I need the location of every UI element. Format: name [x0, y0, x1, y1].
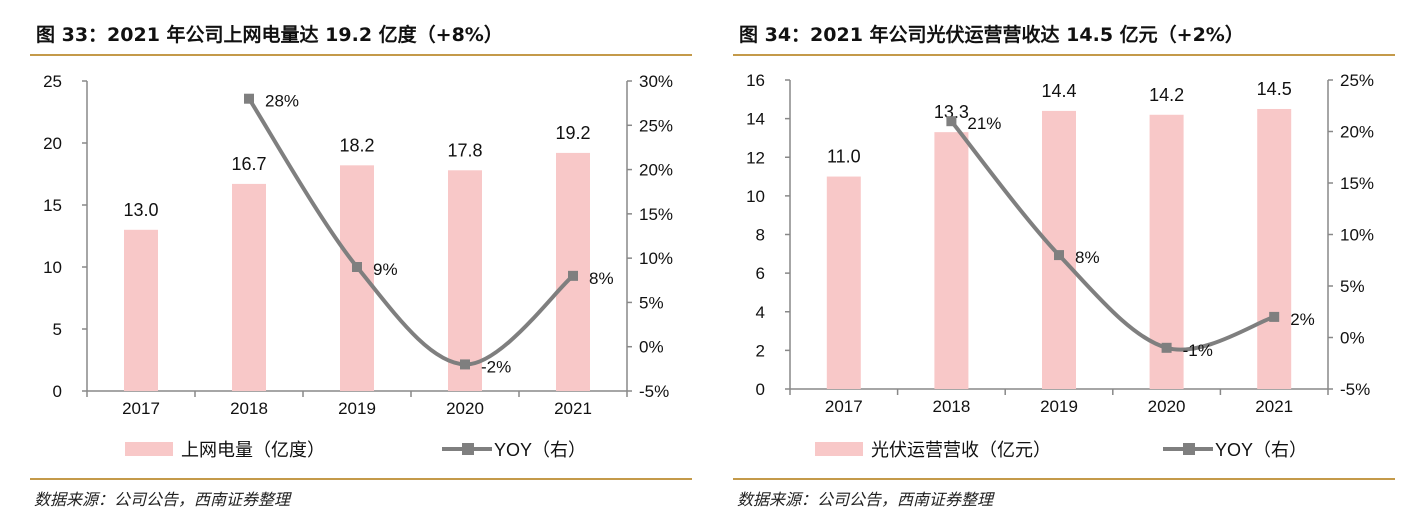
- x-tick-label: 2018: [230, 399, 268, 418]
- right-tick-label: 30%: [639, 72, 673, 91]
- x-tick-label: 2021: [554, 399, 592, 418]
- left-tick-label: 20: [43, 134, 62, 153]
- left-tick-label: 10: [43, 258, 62, 277]
- left-tick-label: 4: [756, 303, 765, 322]
- yoy-marker: [1161, 342, 1172, 353]
- left-tick-label: 0: [756, 380, 765, 399]
- left-tick-label: 15: [43, 196, 62, 215]
- bar-label: 18.2: [339, 135, 374, 155]
- bar: [934, 132, 969, 390]
- legend-bar-swatch: [125, 442, 173, 456]
- x-tick-label: 2017: [825, 397, 863, 416]
- legend-line-marker: [462, 443, 474, 455]
- right-tick-label: 20%: [639, 161, 673, 180]
- bar: [124, 229, 158, 391]
- yoy-line: [949, 119, 1275, 352]
- left-tick-label: 16: [746, 71, 765, 90]
- legend-line-marker: [1183, 443, 1195, 455]
- right-tick-label: 0%: [639, 338, 664, 357]
- left-tick-label: 8: [756, 226, 765, 245]
- yoy-label: 8%: [1075, 248, 1100, 267]
- bar-label: 19.2: [555, 123, 590, 143]
- left-tick-label: 0: [53, 382, 62, 401]
- bar-label: 17.8: [447, 140, 482, 160]
- x-tick-label: 2019: [1040, 397, 1078, 416]
- chart-svg: 0 2 4 6 8 10 12 14 16 -5% 0% 5% 10% 15% 20% 25% 2017 2018…: [746, 71, 1374, 460]
- right-tick-label: 10%: [639, 249, 673, 268]
- yoy-marker: [568, 270, 578, 281]
- right-tick-label: 5%: [639, 293, 664, 312]
- yoy-line: [247, 97, 575, 367]
- title-divider: [733, 54, 1395, 56]
- right-tick-label: 15%: [639, 205, 673, 224]
- left-tick-label: 25: [43, 72, 62, 91]
- footer-divider: [30, 478, 692, 480]
- x-tick-label: 2019: [338, 399, 376, 418]
- x-tick-label: 2020: [1148, 397, 1186, 416]
- source-note: 数据来源：公司公告，西南证券整理: [34, 490, 291, 509]
- yoy-label: 21%: [967, 114, 1001, 133]
- chart-svg: 0 5 10 15 20 25 -5% 0% 5% 10% 15% 20% 25% 30% 2017 2018…: [43, 72, 673, 460]
- x-tick-label: 2021: [1255, 397, 1293, 416]
- yoy-label: -1%: [1183, 341, 1213, 360]
- bar: [232, 183, 266, 391]
- left-tick-label: 6: [756, 264, 765, 283]
- x-tick-label: 2018: [932, 397, 970, 416]
- right-tick-label: 10%: [1340, 226, 1374, 245]
- right-tick-label: 0%: [1340, 329, 1365, 348]
- left-tick-label: 10: [746, 187, 765, 206]
- yoy-marker: [460, 359, 470, 370]
- bar: [340, 165, 374, 391]
- right-tick-label: -5%: [639, 382, 669, 401]
- right-tick-label: -5%: [1340, 380, 1370, 399]
- x-tick-label: 2017: [122, 399, 160, 418]
- left-tick-label: 2: [756, 341, 765, 360]
- bar-label: 14.5: [1257, 79, 1292, 99]
- left-tick-label: 14: [746, 110, 765, 129]
- right-tick-label: 5%: [1340, 277, 1365, 296]
- yoy-marker: [244, 93, 254, 104]
- right-tick-label: 15%: [1340, 174, 1374, 193]
- legend-bar-label: 上网电量（亿度）: [181, 440, 325, 460]
- legend-line-label: YOY（右）: [494, 440, 586, 460]
- legend-line-label: YOY（右）: [1215, 440, 1307, 460]
- source-note: 数据来源：公司公告，西南证券整理: [737, 490, 994, 509]
- bar-label: 14.2: [1149, 85, 1184, 105]
- yoy-marker: [1054, 250, 1064, 261]
- left-tick-label: 12: [746, 148, 765, 167]
- bar: [448, 170, 482, 391]
- title-divider: [30, 54, 692, 56]
- yoy-label: 2%: [1290, 310, 1315, 329]
- chart-panel-33: 图 33：2021 年公司上网电量达 19.2 亿度（+8%） 0 5 10 15 20…: [30, 0, 692, 523]
- bar-label: 14.4: [1041, 81, 1076, 101]
- bar: [1042, 110, 1076, 390]
- yoy-label: 9%: [373, 260, 398, 279]
- yoy-marker: [946, 116, 957, 127]
- bar-label: 13.3: [934, 102, 969, 122]
- bar: [826, 176, 861, 389]
- bar-label: 13.0: [123, 200, 158, 220]
- legend-bar-label: 光伏运营营收（亿元）: [871, 440, 1051, 460]
- right-tick-label: 25%: [1340, 71, 1374, 90]
- right-tick-label: 20%: [1340, 123, 1374, 142]
- yoy-marker: [1269, 311, 1280, 322]
- chart-title: 图 34：2021 年公司光伏运营营收达 14.5 亿元（+2%）: [739, 24, 1244, 46]
- yoy-label: 8%: [589, 269, 614, 288]
- footer-divider: [733, 478, 1395, 480]
- chart-panel-34: 图 34：2021 年公司光伏运营营收达 14.5 亿元（+2%） 0 2 4 6 8 1…: [733, 0, 1395, 523]
- bar-label: 16.7: [231, 154, 266, 174]
- x-tick-label: 2020: [446, 399, 484, 418]
- yoy-label: 28%: [265, 92, 299, 111]
- legend-bar-swatch: [815, 442, 863, 456]
- bar: [1257, 108, 1292, 389]
- yoy-marker: [352, 262, 362, 272]
- chart-title: 图 33：2021 年公司上网电量达 19.2 亿度（+8%）: [36, 24, 503, 46]
- yoy-label: -2%: [481, 357, 511, 376]
- right-tick-label: 25%: [639, 116, 673, 135]
- bar-label: 11.0: [827, 147, 861, 167]
- left-tick-label: 5: [53, 320, 62, 339]
